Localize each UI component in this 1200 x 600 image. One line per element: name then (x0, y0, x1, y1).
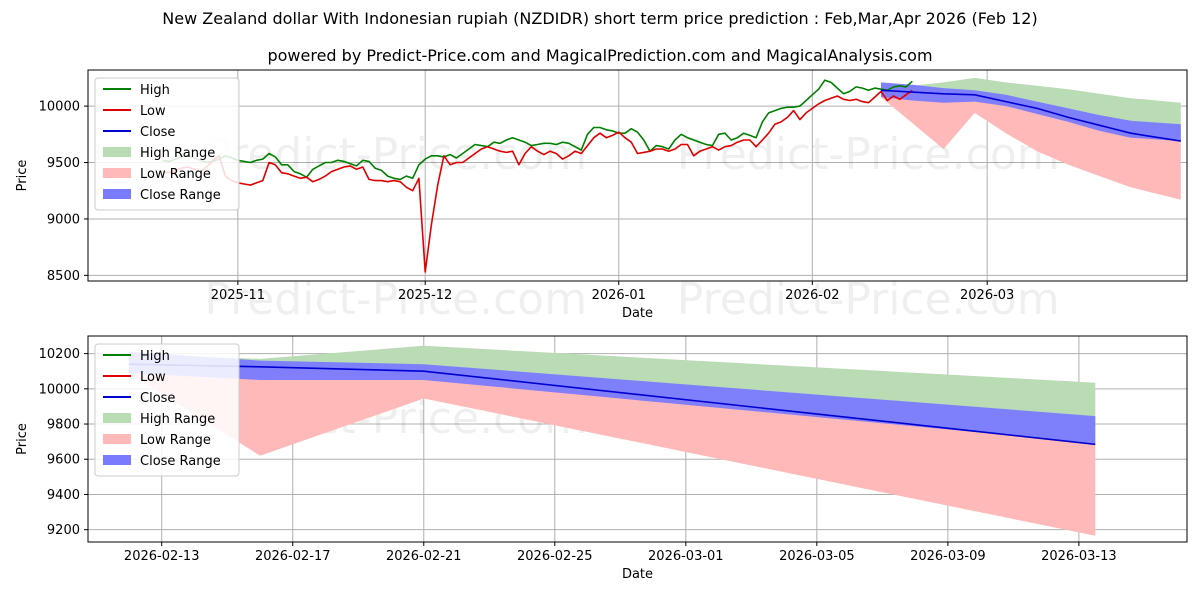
legend-label: Close (140, 125, 175, 140)
x-tick-label: 2026-02-25 (517, 549, 593, 564)
x-tick-label: 2026-03 (960, 288, 1014, 303)
close-range-band (128, 351, 1096, 444)
legend-label: High Range (140, 146, 215, 161)
legend-swatch (103, 168, 131, 178)
watermark: Predict-Price.com (677, 274, 1060, 325)
legend-label: Close Range (140, 188, 221, 203)
x-tick-label: 2026-02 (785, 288, 839, 303)
x-tick-label: 2026-03-13 (1041, 549, 1117, 564)
legend-swatch (103, 147, 131, 157)
legend-label: Close (140, 391, 175, 406)
legend-label: High (140, 83, 170, 98)
high-range-band (128, 345, 1096, 445)
x-tick-label: 2026-03-05 (779, 549, 855, 564)
legend-label: Close Range (140, 454, 221, 469)
x-tick-label: 2026-02-21 (386, 549, 462, 564)
y-tick-label: 9200 (47, 523, 80, 538)
y-tick-label: 9500 (47, 156, 80, 171)
x-tick-label: 2025-12 (398, 288, 452, 303)
y-tick-label: 9600 (47, 453, 80, 468)
y-tick-label: 10000 (39, 100, 80, 115)
x-tick-label: 2025-11 (211, 288, 265, 303)
x-tick-label: 2026-03-09 (910, 549, 986, 564)
y-tick-label: 9800 (47, 418, 80, 433)
x-tick-label: 2026-03-01 (648, 549, 724, 564)
low-range-band (128, 364, 1096, 536)
plot-frame (87, 335, 1188, 543)
low-range-band (881, 90, 1181, 200)
legend-swatch (103, 413, 131, 423)
y-axis-label: Price (15, 160, 30, 192)
x-tick-label: 2026-02-17 (255, 549, 331, 564)
x-tick-label: 2026-01 (592, 288, 646, 303)
y-tick-label: 10000 (39, 382, 80, 397)
y-tick-label: 8500 (47, 269, 80, 284)
plot-frame (87, 69, 1188, 282)
x-tick-label: 2026-02-13 (124, 549, 200, 564)
y-tick-label: 9000 (47, 212, 80, 227)
legend-label: Low (140, 104, 166, 119)
legend-swatch (103, 189, 131, 199)
legend-label: High Range (140, 412, 215, 427)
y-axis-label: Price (15, 423, 30, 455)
chart-subtitle: powered by Predict-Price.com and Magical… (267, 46, 933, 65)
x-axis-label: Date (622, 306, 653, 321)
y-tick-label: 9400 (47, 488, 80, 503)
legend-swatch (103, 434, 131, 444)
legend-swatch (103, 455, 131, 465)
legend-label: Low Range (140, 433, 211, 448)
x-axis-label: Date (622, 567, 653, 582)
y-tick-label: 10200 (39, 347, 80, 362)
high-series-line (162, 79, 913, 181)
chart-title: New Zealand dollar With Indonesian rupia… (162, 9, 1038, 28)
legend-label: High (140, 349, 170, 364)
low-series-line (162, 89, 913, 273)
close-forecast-line (880, 89, 1181, 142)
legend-label: Low (140, 370, 166, 385)
watermark: Predict-Price.com (204, 274, 587, 325)
watermark: Predict-Price.com (677, 129, 1060, 180)
legend-label: Low Range (140, 167, 211, 182)
